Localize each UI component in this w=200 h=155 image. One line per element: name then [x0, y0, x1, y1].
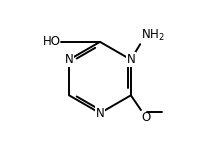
Text: N: N [126, 53, 135, 66]
Text: NH$_2$: NH$_2$ [141, 28, 165, 43]
Text: N: N [65, 53, 74, 66]
Text: O: O [142, 111, 151, 124]
Text: HO: HO [42, 35, 60, 48]
Text: N: N [96, 107, 104, 120]
